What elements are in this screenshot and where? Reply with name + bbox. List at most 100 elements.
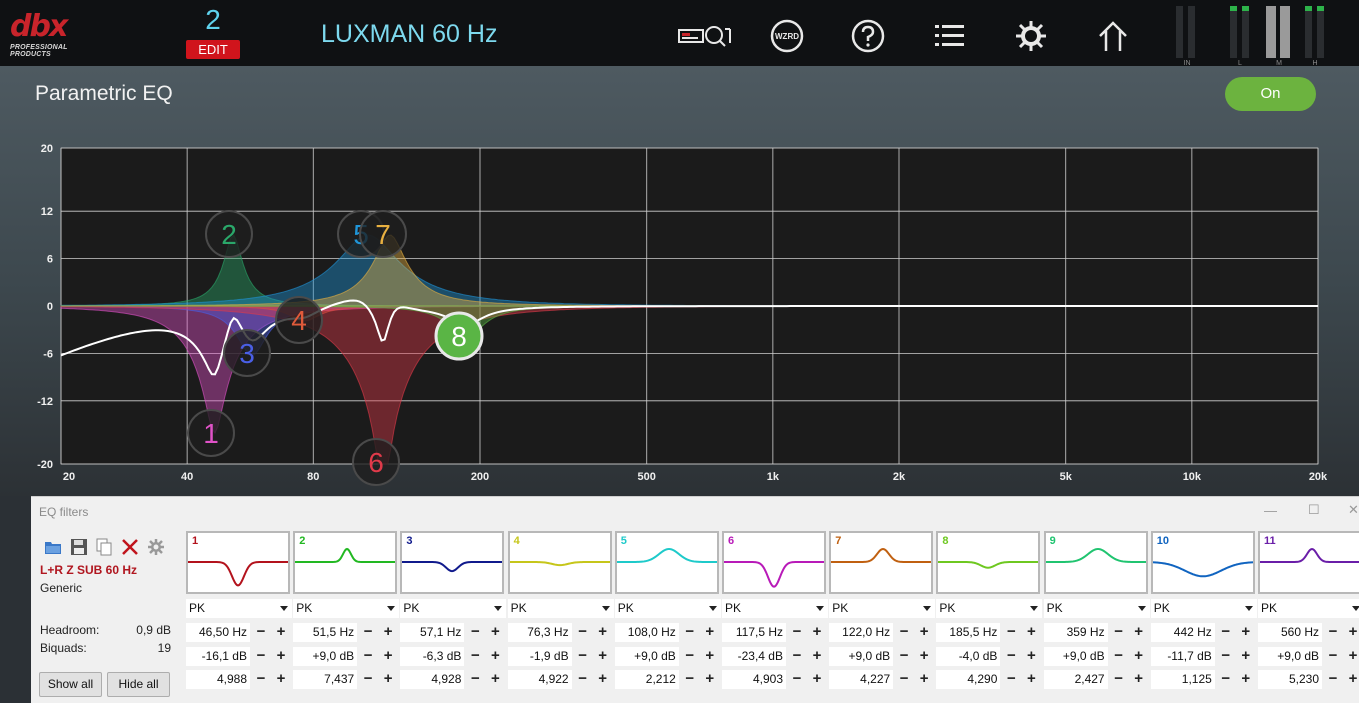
q-decrement-button[interactable]: −	[578, 670, 587, 687]
settings-icon[interactable]	[1011, 16, 1051, 56]
frequency-decrement-button[interactable]: −	[1007, 623, 1016, 640]
gain-increment-button[interactable]: +	[1241, 647, 1251, 664]
q-increment-button[interactable]: +	[383, 670, 393, 687]
gain-field[interactable]: +9,0 dB	[829, 647, 894, 666]
q-increment-button[interactable]: +	[276, 670, 286, 687]
q-increment-button[interactable]: +	[705, 670, 715, 687]
q-decrement-button[interactable]: −	[899, 670, 909, 687]
home-icon[interactable]	[1093, 16, 1133, 56]
gain-increment-button[interactable]: +	[598, 647, 607, 664]
q-decrement-button[interactable]: −	[363, 670, 373, 687]
list-icon[interactable]	[930, 16, 970, 56]
frequency-field[interactable]: 560 Hz	[1258, 623, 1322, 642]
band-preview[interactable]: 5	[614, 531, 719, 594]
gain-increment-button[interactable]: +	[276, 647, 286, 664]
frequency-field[interactable]: 76,3 Hz	[507, 623, 572, 642]
frequency-increment-button[interactable]: +	[276, 623, 286, 640]
q-increment-button[interactable]: +	[1134, 670, 1143, 687]
frequency-increment-button[interactable]: +	[1134, 623, 1143, 640]
minimize-icon[interactable]: —	[1264, 503, 1277, 518]
filter-type-select[interactable]: PK	[1150, 599, 1257, 618]
gain-increment-button[interactable]: +	[491, 647, 500, 664]
q-field[interactable]: 4,290	[936, 670, 1001, 689]
gain-field[interactable]: +9,0 dB	[1043, 647, 1108, 666]
eq-node-1[interactable]: 1	[187, 409, 235, 457]
gain-field[interactable]: -4,0 dB	[936, 647, 1001, 666]
frequency-increment-button[interactable]: +	[705, 623, 715, 640]
band-preview[interactable]: 10	[1150, 531, 1255, 594]
filter-type-select[interactable]: PK	[614, 599, 721, 618]
q-field[interactable]: 4,928	[400, 670, 465, 689]
gain-field[interactable]: +9,0 dB	[614, 647, 679, 666]
gain-field[interactable]: -6,3 dB	[400, 647, 465, 666]
gain-field[interactable]: -1,9 dB	[507, 647, 572, 666]
q-increment-button[interactable]: +	[491, 670, 500, 687]
q-decrement-button[interactable]: −	[1114, 670, 1123, 687]
band-preview[interactable]: 7	[829, 531, 934, 594]
eq-node-3[interactable]: 3	[223, 329, 271, 377]
q-field[interactable]: 4,903	[722, 670, 786, 689]
band-preview[interactable]: 1	[186, 531, 290, 594]
q-increment-button[interactable]: +	[1348, 670, 1358, 687]
gain-field[interactable]: -16,1 dB	[186, 647, 250, 666]
filter-type-select[interactable]: PK	[293, 599, 400, 618]
frequency-field[interactable]: 122,0 Hz	[829, 623, 894, 642]
gain-increment-button[interactable]: +	[1134, 647, 1143, 664]
gain-field[interactable]: +9,0 dB	[1258, 647, 1322, 666]
q-field[interactable]: 4,922	[507, 670, 572, 689]
band-preview[interactable]: 8	[936, 531, 1041, 594]
filter-type-select[interactable]: PK	[829, 599, 936, 618]
frequency-increment-button[interactable]: +	[1348, 623, 1358, 640]
eq-node-4[interactable]: 4	[275, 296, 323, 344]
eq-node-2[interactable]: 2	[205, 210, 253, 258]
show-all-button[interactable]: Show all	[39, 672, 102, 697]
frequency-decrement-button[interactable]: −	[471, 623, 480, 640]
gain-decrement-button[interactable]: −	[685, 647, 695, 664]
gain-decrement-button[interactable]: −	[1007, 647, 1016, 664]
open-folder-icon[interactable]	[44, 538, 62, 556]
gain-field[interactable]: -23,4 dB	[722, 647, 786, 666]
frequency-increment-button[interactable]: +	[919, 623, 929, 640]
frequency-field[interactable]: 185,5 Hz	[936, 623, 1001, 642]
filter-type-select[interactable]: PK	[507, 599, 614, 618]
q-increment-button[interactable]: +	[598, 670, 607, 687]
q-decrement-button[interactable]: −	[256, 670, 266, 687]
q-increment-button[interactable]: +	[812, 670, 822, 687]
hide-all-button[interactable]: Hide all	[107, 672, 170, 697]
delete-icon[interactable]	[121, 538, 139, 556]
filter-type-select[interactable]: PK	[1043, 599, 1150, 618]
rta-icon[interactable]	[678, 16, 732, 56]
maximize-icon[interactable]: ☐	[1308, 502, 1320, 517]
help-icon[interactable]	[848, 16, 888, 56]
band-preview[interactable]: 4	[507, 531, 612, 594]
q-increment-button[interactable]: +	[1241, 670, 1251, 687]
frequency-field[interactable]: 442 Hz	[1150, 623, 1215, 642]
band-preview[interactable]: 9	[1043, 531, 1148, 594]
band-preview[interactable]: 3	[400, 531, 505, 594]
frequency-increment-button[interactable]: +	[1027, 623, 1036, 640]
frequency-increment-button[interactable]: +	[1241, 623, 1251, 640]
eq-node-6[interactable]: 6	[352, 438, 400, 486]
q-field[interactable]: 4,988	[186, 670, 250, 689]
save-icon[interactable]	[70, 538, 88, 556]
q-decrement-button[interactable]: −	[1007, 670, 1016, 687]
q-field[interactable]: 2,427	[1043, 670, 1108, 689]
filter-type-select[interactable]: PK	[1258, 599, 1359, 618]
q-field[interactable]: 2,212	[614, 670, 679, 689]
band-preview[interactable]: 2	[293, 531, 398, 594]
frequency-decrement-button[interactable]: −	[256, 623, 266, 640]
band-preview[interactable]: 11	[1258, 531, 1359, 594]
q-increment-button[interactable]: +	[1027, 670, 1036, 687]
frequency-field[interactable]: 51,5 Hz	[293, 623, 358, 642]
q-decrement-button[interactable]: −	[685, 670, 695, 687]
band-preview[interactable]: 6	[722, 531, 826, 594]
q-field[interactable]: 7,437	[293, 670, 358, 689]
frequency-field[interactable]: 57,1 Hz	[400, 623, 465, 642]
frequency-decrement-button[interactable]: −	[1328, 623, 1338, 640]
eq-node-7[interactable]: 7	[359, 210, 407, 258]
frequency-decrement-button[interactable]: −	[899, 623, 909, 640]
gain-decrement-button[interactable]: −	[578, 647, 587, 664]
q-decrement-button[interactable]: −	[1221, 670, 1231, 687]
gain-decrement-button[interactable]: −	[1114, 647, 1123, 664]
gain-decrement-button[interactable]: −	[256, 647, 266, 664]
